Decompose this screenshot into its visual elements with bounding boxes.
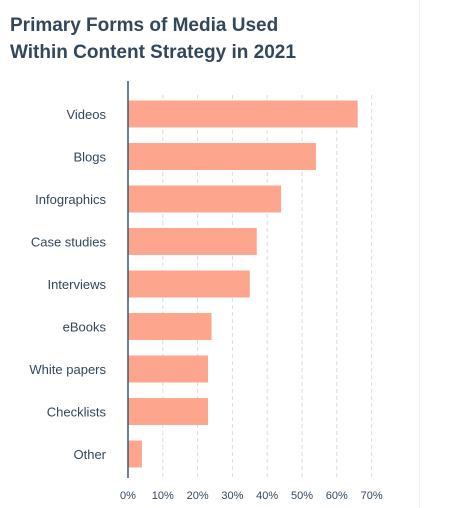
- x-tick-label: 50%: [291, 490, 313, 502]
- x-tick-label: 10%: [152, 490, 174, 502]
- category-label: Blogs: [73, 150, 106, 165]
- bar: [128, 185, 282, 213]
- bar: [128, 143, 316, 170]
- category-label: eBooks: [63, 320, 107, 335]
- category-labels: Videos Blogs Infographics Case studies Inter…: [29, 107, 106, 462]
- chart-title: Primary Forms of Media Used Within Conte…: [10, 15, 296, 63]
- category-label: White papers: [29, 362, 106, 377]
- panel-divider: [419, 0, 420, 508]
- bar: [128, 270, 250, 298]
- bar: [128, 313, 212, 340]
- bar: [128, 355, 209, 383]
- category-label: Other: [73, 447, 106, 462]
- x-tick-label: 70%: [361, 490, 383, 502]
- bar: [128, 228, 257, 255]
- bar: [128, 100, 358, 128]
- category-label: Checklists: [47, 405, 107, 420]
- bar: [128, 440, 142, 468]
- category-label: Case studies: [31, 235, 107, 250]
- category-label: Infographics: [35, 192, 106, 207]
- category-label: Videos: [66, 107, 106, 122]
- category-label: Interviews: [47, 277, 106, 292]
- x-tick-label: 60%: [326, 490, 348, 502]
- bar: [128, 398, 209, 425]
- x-tick-label: 40%: [256, 490, 278, 502]
- bars: [128, 100, 358, 468]
- x-tick-label: 0%: [120, 490, 136, 502]
- x-tick-labels: 0% 10% 20% 30% 40% 50% 60% 70%: [120, 490, 383, 502]
- x-tick-label: 30%: [221, 490, 243, 502]
- x-tick-label: 20%: [187, 490, 209, 502]
